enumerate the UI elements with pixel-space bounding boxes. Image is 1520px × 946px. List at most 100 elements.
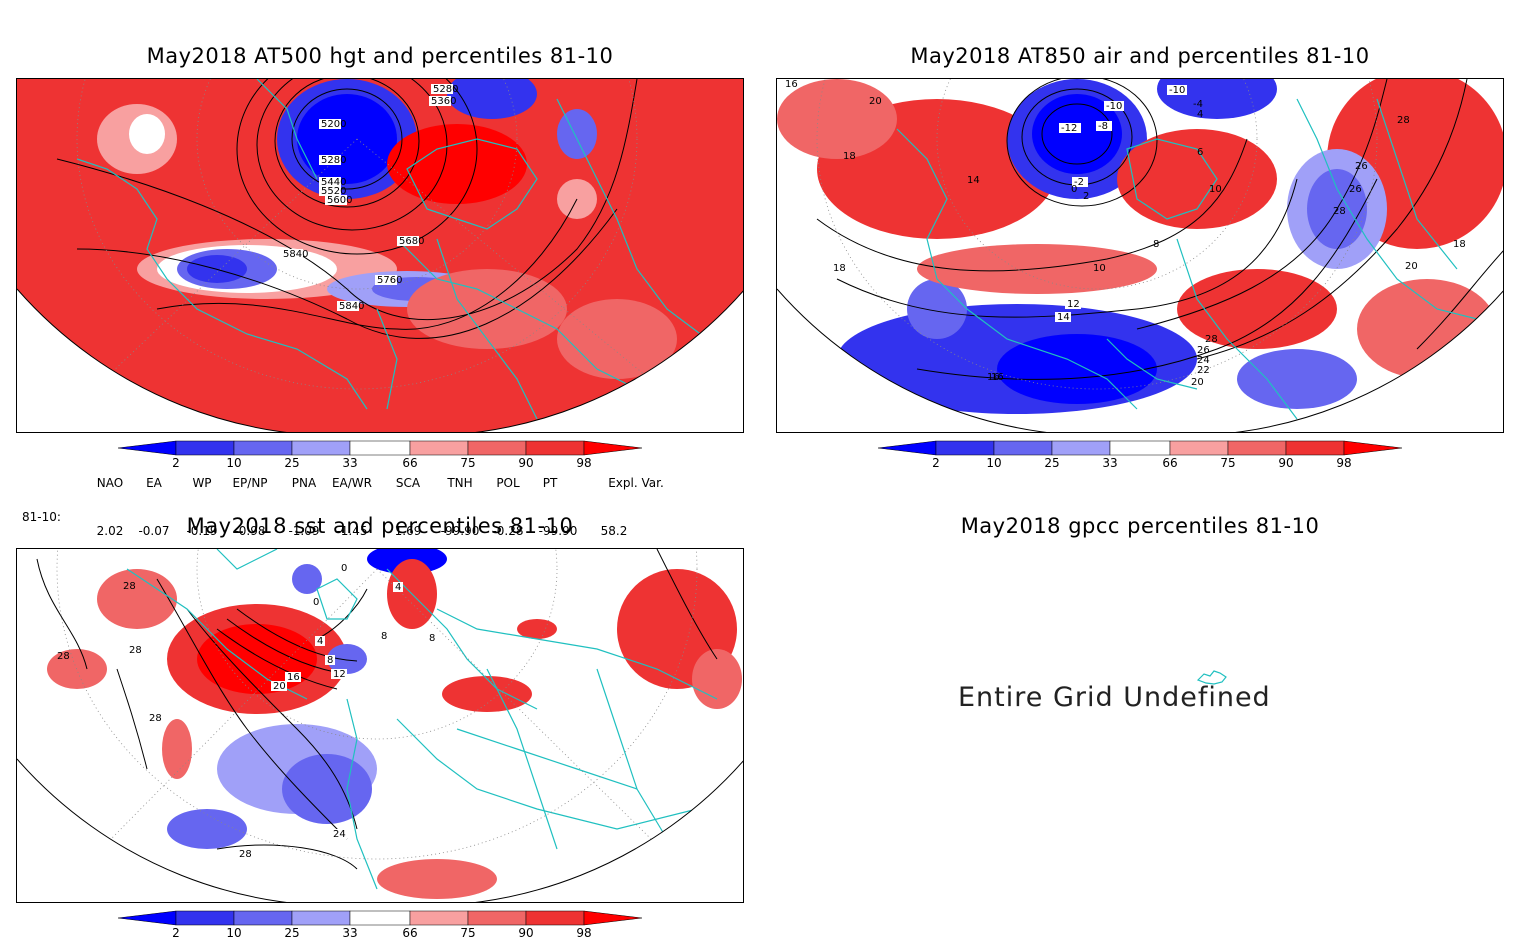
colorbar-segment: [467, 440, 527, 456]
contour-label: 18: [843, 151, 856, 162]
contour-label: 28: [123, 581, 136, 592]
indices-value: 1.69: [394, 524, 422, 538]
colorbar-tick: 33: [1102, 456, 1118, 470]
contour-label: 20: [1405, 261, 1418, 272]
indices-value: -1.09: [288, 524, 320, 538]
contour-label: 26: [1349, 184, 1362, 195]
indices-value: -0.19: [186, 524, 218, 538]
contour-label: 5360: [431, 96, 456, 107]
indices-header: SCA: [395, 476, 421, 490]
contour-label: 5280: [433, 84, 458, 95]
contour-label: 20: [273, 681, 286, 692]
colorbar-tick: 98: [1336, 456, 1352, 470]
colorbar-hgt: 2 10 25 33 66 75 90 98: [118, 440, 642, 476]
colorbar-segment: [175, 910, 235, 926]
colorbar-tick: 2: [172, 456, 180, 470]
colorbar-segment: [1051, 440, 1111, 456]
colorbar-tick: 75: [460, 926, 476, 940]
contour-label: 8: [1153, 239, 1159, 250]
indices-header: TNH: [447, 476, 473, 490]
colorbar-tick: 25: [1044, 456, 1060, 470]
colorbar-sst: 2 10 25 33 66 75 90 98: [118, 910, 642, 946]
colorbar-tick: 10: [986, 456, 1002, 470]
colorbar-tick: 66: [402, 456, 418, 470]
colorbar-tick: 90: [1278, 456, 1294, 470]
colorbar-tick: 98: [576, 926, 592, 940]
contour-label: 0: [1071, 184, 1077, 195]
contour-label: -10: [1169, 85, 1185, 96]
contour-label: 5200: [321, 119, 346, 130]
colorbar-tick: 66: [1162, 456, 1178, 470]
contour-label: 24: [1197, 355, 1210, 366]
indices-value: 2.02: [96, 524, 124, 538]
contour-label: 16: [991, 372, 1004, 383]
contour-label: -2: [1074, 177, 1084, 188]
colorbar-segment: [291, 910, 351, 926]
indices-header: PT: [542, 476, 558, 490]
colorbar-tick: 33: [342, 926, 358, 940]
contour-label: 28: [57, 651, 70, 662]
indices-header: POL: [496, 476, 520, 490]
gpcc-map-fragment: [1196, 670, 1227, 685]
contour-label: 18: [833, 263, 846, 274]
contour-label: 8: [429, 633, 435, 644]
contour-label: 8: [381, 631, 387, 642]
colorbar-segment: [409, 440, 469, 456]
contour-label: 28: [149, 713, 162, 724]
contour-label: 6: [1197, 147, 1203, 158]
colorbar-swatches: [118, 440, 642, 456]
contour-label: 4: [317, 636, 323, 647]
colorbar-segment: [291, 440, 351, 456]
panel-title-gpcc: May2018 gpcc percentiles 81-10: [960, 514, 1320, 538]
colorbar-segment: [993, 440, 1053, 456]
colorbar-tick: 10: [226, 926, 242, 940]
contour-label: 28: [1397, 115, 1410, 126]
colorbar-tick: 10: [226, 456, 242, 470]
colorbar-tick: 98: [576, 456, 592, 470]
contour-label: 2: [1083, 191, 1089, 202]
colorbar-segment: [409, 910, 469, 926]
indices-value: -99.90: [440, 524, 480, 538]
contour-label: 5440: [321, 177, 346, 188]
contour-label: 0: [313, 597, 319, 608]
contour-label: 24: [333, 829, 346, 840]
panel-title-hgt: May2018 AT500 hgt and percentiles 81-10: [146, 44, 614, 68]
map-panel-air: 16 18 20 18 14 -12 -8 -10 -10 -2 0 2 4 6…: [776, 78, 1504, 433]
contour-label: 10: [1209, 184, 1222, 195]
contour-label: 16: [785, 79, 798, 90]
colorbar-swatches: [878, 440, 1402, 456]
indices-header: EA: [146, 476, 162, 490]
colorbar-end-low: [118, 440, 177, 456]
contour-label: 16: [987, 372, 1000, 383]
colorbar-segment: [349, 910, 411, 926]
indices-row-label: 81-10:: [22, 510, 61, 524]
indices-header: WP: [192, 476, 212, 490]
indices-header: NAO: [96, 476, 124, 490]
contour-label: 20: [869, 96, 882, 107]
contour-label: -8: [1098, 121, 1108, 132]
map-panel-hgt: 5200 5280 5280 5360 5440 5520 5600 5680 …: [16, 78, 744, 433]
colorbar-end-low: [118, 910, 177, 926]
colorbar-end-high: [1343, 440, 1402, 456]
colorbar-tick: 90: [518, 926, 534, 940]
colorbar-air: 2 10 25 33 66 75 90 98: [878, 440, 1402, 476]
contour-label: 18: [1453, 239, 1466, 250]
colorbar-segment: [1169, 440, 1229, 456]
indices-value-row: 81-10: 2.02 -0.07 -0.19 -0.98 -1.09 -1.45 1.69…: [0, 496, 700, 538]
contour-label: 22: [1197, 365, 1210, 376]
contour-label: 5600: [327, 195, 352, 206]
contour-label: 5280: [321, 155, 346, 166]
colorbar-segment: [935, 440, 995, 456]
map-panel-sst: 0 4 0 4 8 8 12 16 20 28 28 28 28 24 28 8: [16, 548, 744, 903]
colorbar-segment: [525, 440, 585, 456]
colorbar-segment: [233, 440, 293, 456]
undefined-grid-message: Entire Grid Undefined: [958, 682, 1271, 713]
colorbar-segment: [525, 910, 585, 926]
contour-label: 5520: [321, 186, 346, 197]
contour-label: -12: [1061, 123, 1077, 134]
indices-value: -99.90: [538, 524, 578, 538]
contour-label: 8: [327, 655, 333, 666]
contour-label: 10: [1093, 263, 1106, 274]
colorbar-segment: [1285, 440, 1345, 456]
panel-title-sst: May2018 sst and percentiles 81-10: [186, 514, 574, 538]
